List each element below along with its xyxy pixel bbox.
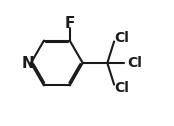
Text: Cl: Cl — [115, 31, 130, 45]
Text: N: N — [21, 55, 34, 71]
Text: F: F — [65, 17, 75, 32]
Text: Cl: Cl — [115, 81, 130, 95]
Text: Cl: Cl — [127, 56, 142, 70]
